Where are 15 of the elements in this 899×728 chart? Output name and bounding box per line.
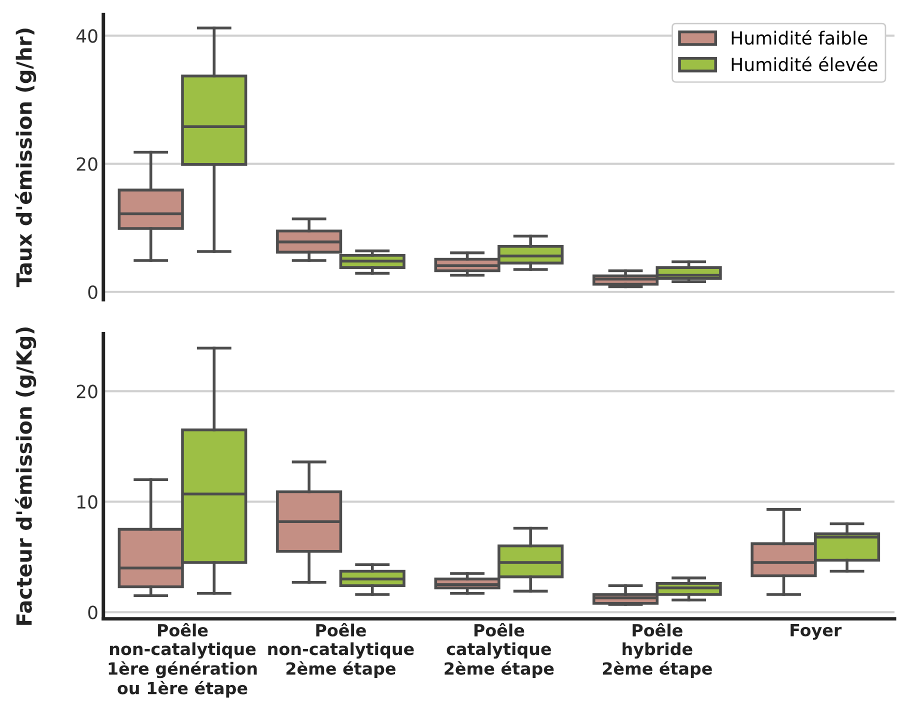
x-tick-label: Poêle catalytique 2ème étape xyxy=(444,622,554,678)
legend-label: Humidité faible xyxy=(732,30,868,45)
legend-label: Humidité élevée xyxy=(732,56,878,72)
y-tick-label: 20 xyxy=(76,384,98,398)
y-tick-label: 40 xyxy=(76,29,98,43)
x-tick-label: Foyer xyxy=(790,624,842,640)
x-tick-label: Poêle hybride 2ème étape xyxy=(602,622,712,678)
x-tick-label: Poêle non-catalytique 1ère génération ou 1ère étape xyxy=(108,622,257,698)
y-tick-label: 10 xyxy=(78,495,98,509)
x-tick-label: Poêle non-catalytique 2ème étape xyxy=(268,622,414,678)
y-tick-label: 0 xyxy=(88,606,98,620)
y-axis-title: Taux d'émission (g/hr) xyxy=(14,28,36,288)
y-tick-label: 0 xyxy=(88,285,98,300)
y-tick-label: 20 xyxy=(76,157,98,171)
y-axis-title: Facteur d'émission (g/Kg) xyxy=(14,328,36,625)
